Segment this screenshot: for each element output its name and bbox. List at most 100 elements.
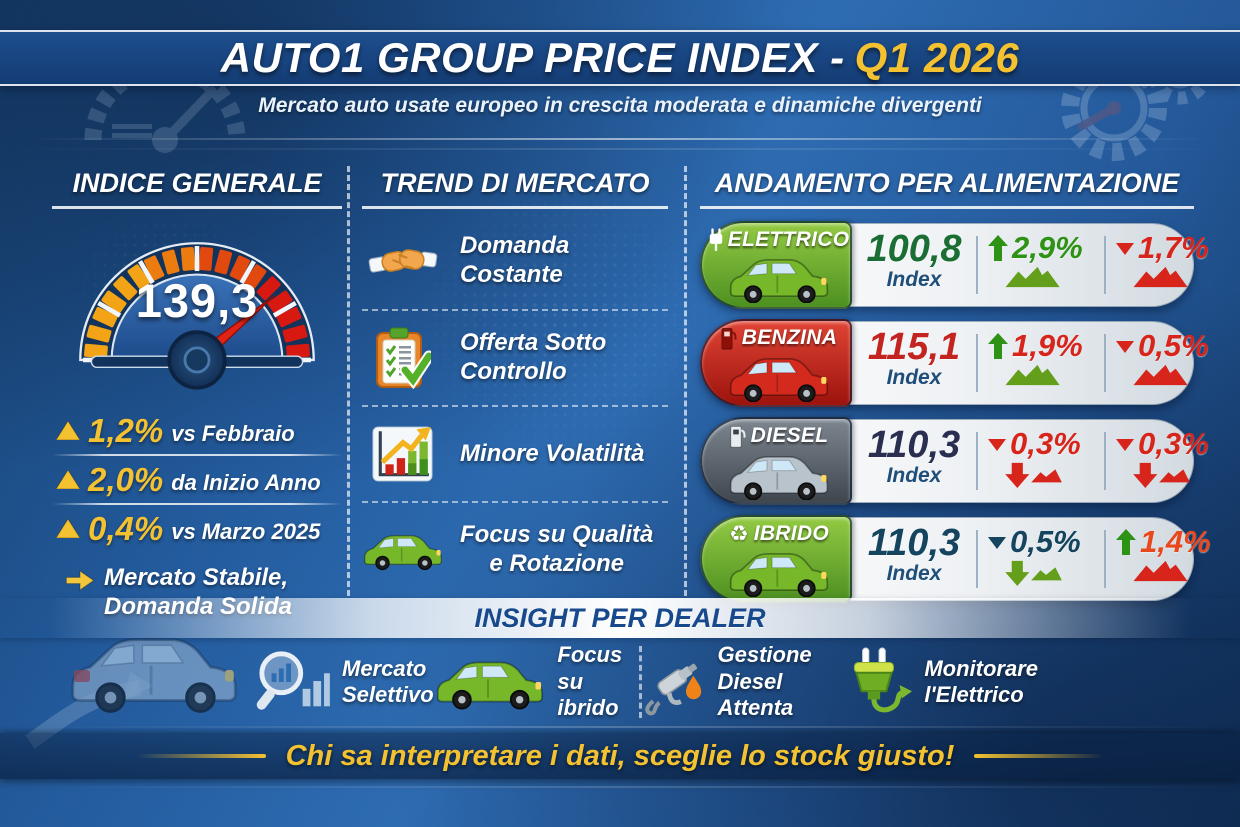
green-car-icon [362, 529, 444, 571]
triangle-down-icon [1116, 340, 1134, 353]
insight-item: Mercato Selettivo [252, 648, 434, 716]
column-divider [684, 166, 687, 596]
triangle-down-icon [988, 438, 1006, 451]
right-arrow-icon [66, 570, 94, 591]
change-cell: 0,5% [988, 526, 1106, 586]
stat-label: da Inizio Anno [171, 469, 321, 495]
footer-band: Chi sa interpretare i dati, sceglie lo s… [0, 733, 1240, 779]
subtitle-underline [30, 138, 1210, 140]
fuel-name: IBRIDO [753, 521, 830, 545]
trend-mountains-icon [1133, 364, 1188, 386]
change-value: 1,4% [1140, 524, 1211, 559]
green-car-icon [436, 661, 543, 710]
trend-item: Focus su Qualità e Rotazione [362, 501, 668, 597]
index-value: 110,3 [867, 522, 961, 564]
block-arrow-up-icon [1116, 528, 1136, 555]
recycle-icon: ♻ [728, 520, 749, 546]
triangle-down-icon [1116, 242, 1134, 255]
gauge-dial [79, 242, 315, 390]
stat-value: 0,4% [88, 510, 164, 547]
fuel-name: ELETTRICO [727, 227, 850, 251]
change-cell: 1,4% [1116, 526, 1234, 582]
stat-label: vs Febbraio [171, 420, 295, 446]
stat-value: 2,0% [88, 461, 164, 498]
fuel-row-elettrico: ELETTRICO 100,8 Index 2,9% 1,7% [700, 221, 1209, 309]
change-cell: 0,5% [1116, 330, 1234, 386]
trend-list: Domanda Costante [362, 213, 668, 597]
footer-tagline: Chi sa interpretare i dati, sceglie lo s… [285, 739, 955, 772]
insight-item: Monitorare l'Elettrico [840, 646, 1038, 718]
insight-line-2: l'Elettrico [924, 682, 1024, 707]
insight-line-1: Mercato [342, 655, 427, 681]
stat-row: 2,0% da Inizio Anno [52, 456, 342, 503]
insight-item: Focus su ibrido [434, 642, 639, 721]
stat-label: vs Marzo 2025 [171, 518, 321, 544]
insight-line-2: Diesel Attenta [717, 668, 794, 721]
up-triangle-icon [56, 421, 80, 440]
trend-label: Minore Volatilità [460, 440, 644, 469]
insight-line-1: Gestione [717, 642, 812, 668]
trend-mountains-icon [1005, 266, 1060, 288]
change-value: 2,9% [1012, 230, 1083, 265]
cell-divider [976, 432, 978, 490]
fuel-row-diesel: DIESEL 110,3 Index 0,3% 0,3% [700, 417, 1209, 505]
change-cell: 0,3% [1116, 428, 1234, 488]
fuel-section-heading: ANDAMENTO PER ALIMENTAZIONE [700, 168, 1194, 209]
index-gauge: 139,3 [56, 221, 338, 397]
change-value: 0,3% [1138, 426, 1209, 461]
green-car-icon [729, 552, 829, 597]
insight-line-2: Selettivo [342, 682, 434, 707]
title-main: AUTO1 GROUP PRICE INDEX - [220, 34, 845, 81]
insight-heading: INSIGHT PER DEALER [474, 602, 766, 633]
triangle-down-icon [1116, 438, 1134, 451]
fuel-label-box: BENZINA [700, 319, 852, 407]
trend-item: Domanda Costante [362, 213, 668, 309]
cell-divider [1104, 236, 1106, 294]
insight-text: Gestione Diesel Attenta [717, 642, 840, 721]
index-value: 110,3 [867, 424, 961, 466]
insight-item: Gestione Diesel Attenta [642, 642, 841, 721]
insight-text: Mercato Selettivo [342, 656, 434, 709]
tagline-dash-left [135, 754, 266, 758]
page-title: AUTO1 GROUP PRICE INDEX - Q1 2026 [221, 34, 1020, 82]
change-cell: 1,7% [1116, 232, 1234, 288]
gauge-segments [83, 246, 311, 363]
change-value: 0,5% [1010, 524, 1081, 559]
gauge-value: 139,3 [135, 274, 259, 327]
change-value: 0,3% [1010, 426, 1081, 461]
speedometer-watermark [84, 59, 246, 153]
cell-divider [976, 334, 978, 392]
note-line-1: Mercato Stabile, [104, 564, 289, 591]
green-car-icon [729, 258, 829, 303]
change-value: 1,9% [1012, 328, 1083, 363]
insight-banner: INSIGHT PER DEALER [0, 598, 1240, 638]
insight-line-2: su ibrido [557, 668, 619, 721]
trend-label: Focus su Qualità e Rotazione [460, 521, 653, 579]
trend-label: Offerta Sotto Controllo [460, 329, 668, 387]
trend-item: Minore Volatilità [362, 405, 668, 501]
plug-cord-icon [854, 647, 913, 713]
fuel-pump-icon [721, 327, 737, 350]
stat-row: 1,2% vs Febbraio [52, 407, 342, 454]
red-car-icon [729, 357, 829, 402]
streak-line [0, 148, 1240, 150]
insight-text: Monitorare l'Elettrico [924, 656, 1038, 709]
index-label: Index [886, 268, 942, 291]
insight-items: Mercato Selettivo Focus su ibrido Gestio… [252, 638, 1038, 726]
stat-row: 0,4% vs Marzo 2025 [52, 505, 342, 552]
divider [52, 503, 342, 505]
trend-mountains-icon [1133, 560, 1188, 582]
trend-label-text: Minore Volatilità [460, 439, 645, 467]
fuel-row-benzina: BENZINA 115,1 Index 1,9% 0,5% [700, 319, 1209, 407]
handshake-icon [362, 237, 444, 285]
tagline-dash-right [974, 754, 1105, 758]
fuel-label-box: ♻ IBRIDO [700, 515, 852, 603]
block-arrow-up-icon [988, 332, 1008, 359]
growth-chart-icon [362, 425, 444, 483]
trend-down-arrow-icon [1133, 462, 1190, 488]
cell-divider [976, 236, 978, 294]
insight-line-1: Focus [557, 642, 623, 668]
index-label: Index [886, 366, 942, 389]
fuel-name: DIESEL [750, 423, 829, 447]
streak-line [0, 726, 1240, 728]
